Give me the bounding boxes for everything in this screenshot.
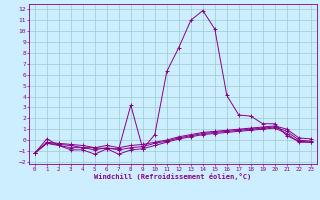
X-axis label: Windchill (Refroidissement éolien,°C): Windchill (Refroidissement éolien,°C) bbox=[94, 173, 252, 180]
